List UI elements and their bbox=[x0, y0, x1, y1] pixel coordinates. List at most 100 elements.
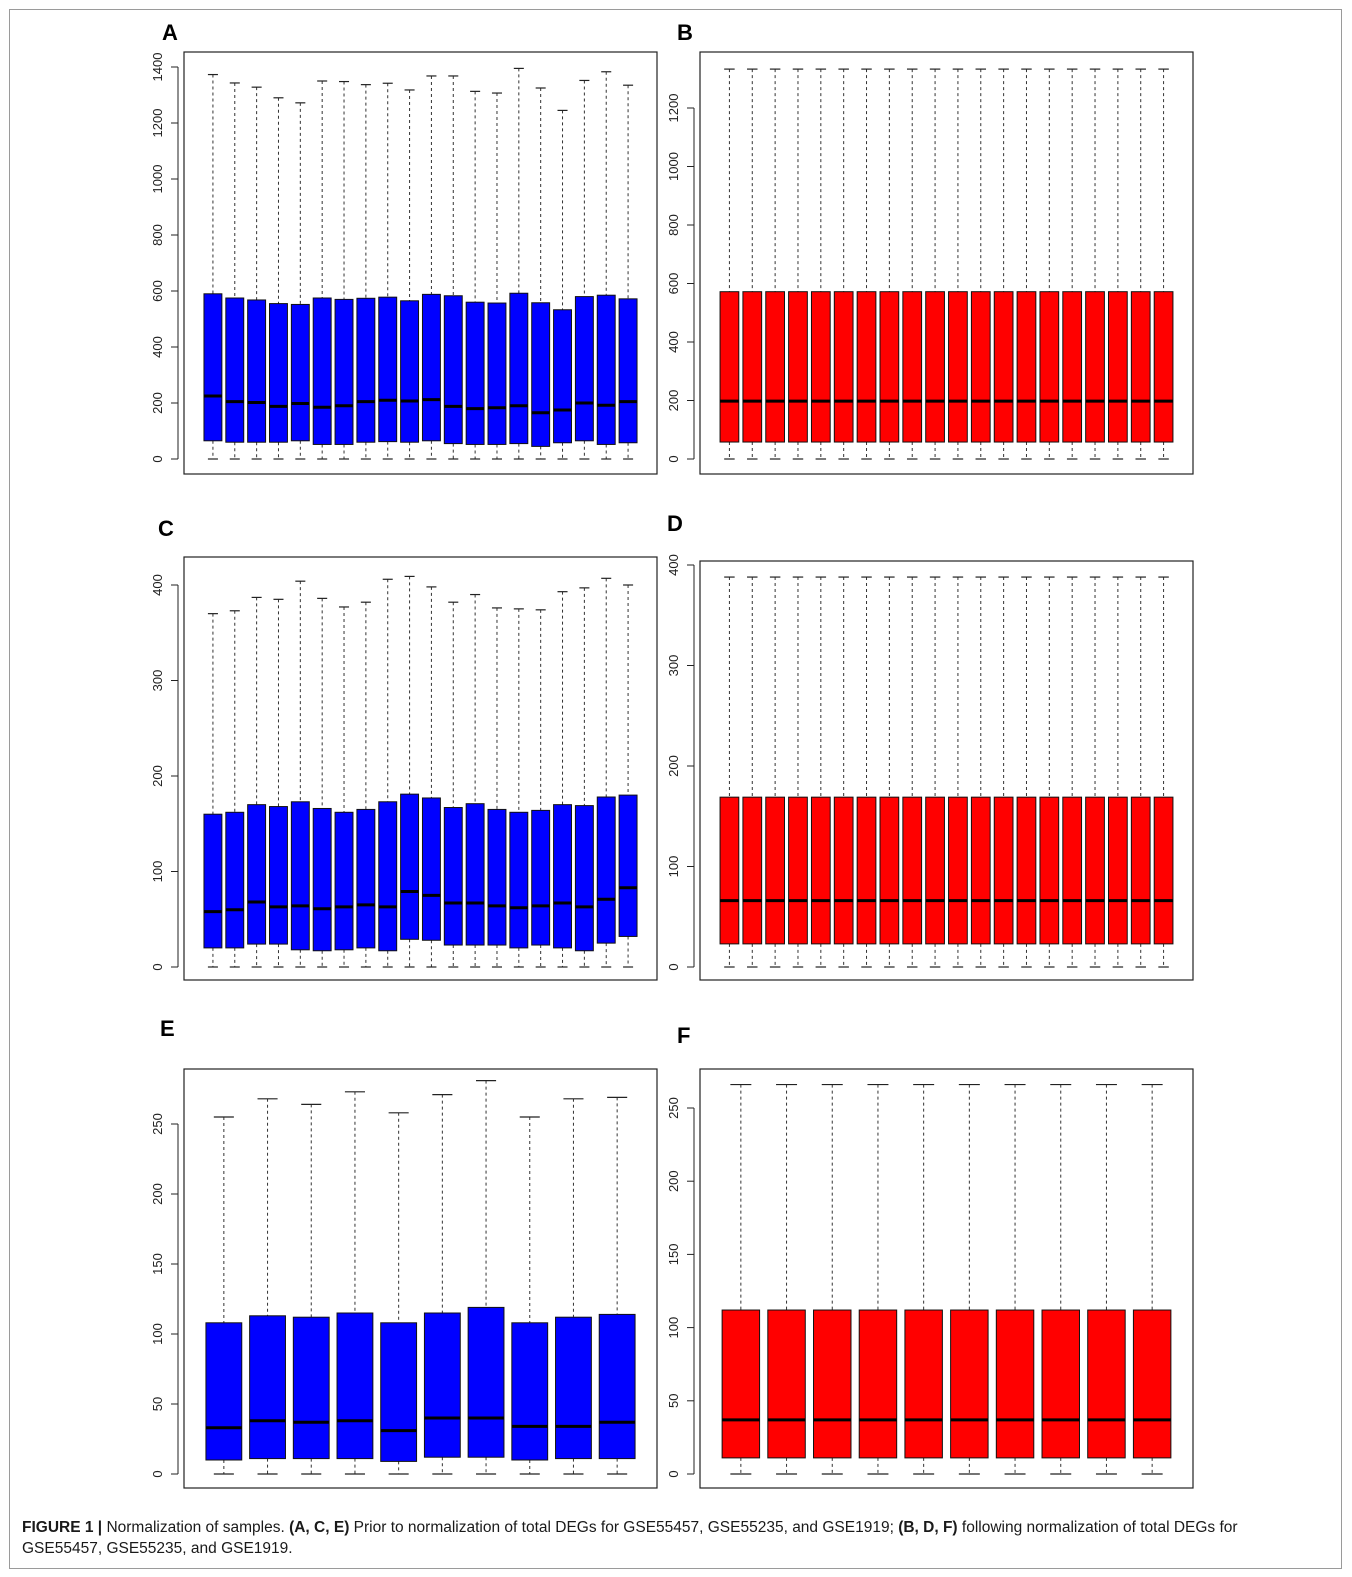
y-tick-label-c: 400 bbox=[150, 574, 165, 596]
box-a-10 bbox=[400, 300, 420, 443]
y-tick-label-f: 0 bbox=[666, 1470, 681, 1477]
box-e-3 bbox=[292, 1316, 330, 1460]
panel-frame-d bbox=[699, 560, 1194, 981]
box-f-3 bbox=[813, 1309, 852, 1459]
box-b-19 bbox=[1130, 291, 1151, 443]
y-tick-label-a: 400 bbox=[150, 336, 165, 358]
figure-caption: FIGURE 1 | Normalization of samples. (A,… bbox=[22, 1517, 1322, 1559]
box-a-17 bbox=[553, 309, 572, 444]
box-a-19 bbox=[596, 294, 616, 445]
y-tick-label-a: 0 bbox=[150, 455, 165, 462]
box-b-1 bbox=[719, 291, 740, 443]
box-e-9 bbox=[555, 1316, 592, 1460]
y-tick-label-e: 200 bbox=[150, 1183, 165, 1205]
panel-frame-f bbox=[699, 1068, 1194, 1489]
box-e-8 bbox=[511, 1322, 549, 1461]
box-a-6 bbox=[312, 297, 332, 445]
y-tick-label-d: 200 bbox=[666, 755, 681, 777]
box-a-13 bbox=[465, 301, 485, 445]
figure-boxplots: 0200400600800100012001400020040060080010… bbox=[150, 51, 1194, 1489]
box-b-18 bbox=[1108, 291, 1128, 443]
y-tick-label-b: 400 bbox=[666, 331, 681, 353]
box-d-7 bbox=[856, 796, 877, 945]
box-d-18 bbox=[1108, 796, 1128, 945]
box-c-2 bbox=[225, 811, 245, 949]
box-d-14 bbox=[1016, 796, 1037, 945]
box-a-9 bbox=[378, 296, 398, 443]
box-c-9 bbox=[378, 801, 398, 952]
box-c-4 bbox=[269, 806, 288, 945]
box-c-1 bbox=[203, 813, 223, 949]
box-f-5 bbox=[904, 1309, 943, 1459]
box-d-17 bbox=[1085, 796, 1105, 945]
box-d-12 bbox=[970, 796, 991, 945]
y-tick-label-a: 1000 bbox=[150, 165, 165, 194]
box-b-16 bbox=[1062, 291, 1083, 443]
box-b-10 bbox=[925, 291, 945, 443]
box-a-4 bbox=[269, 303, 288, 443]
box-c-18 bbox=[574, 805, 594, 952]
panel-label-f: F bbox=[677, 1023, 691, 1048]
box-e-2 bbox=[249, 1315, 286, 1460]
panel-label-d: D bbox=[667, 511, 683, 536]
y-tick-label-e: 50 bbox=[150, 1397, 165, 1411]
y-tick-label-b: 600 bbox=[666, 273, 681, 295]
y-tick-label-c: 300 bbox=[150, 670, 165, 692]
box-f-4 bbox=[858, 1309, 898, 1459]
box-a-14 bbox=[487, 302, 507, 445]
box-f-2 bbox=[767, 1309, 806, 1459]
box-f-9 bbox=[1087, 1309, 1126, 1459]
box-e-10 bbox=[598, 1313, 636, 1460]
box-d-8 bbox=[879, 796, 900, 945]
box-c-11 bbox=[421, 797, 441, 941]
box-b-17 bbox=[1085, 291, 1105, 443]
box-b-3 bbox=[765, 291, 785, 443]
box-d-11 bbox=[948, 796, 968, 945]
y-tick-label-e: 150 bbox=[150, 1253, 165, 1275]
y-tick-label-f: 50 bbox=[666, 1394, 681, 1408]
box-c-14 bbox=[487, 808, 507, 946]
box-e-4 bbox=[336, 1312, 374, 1460]
box-c-15 bbox=[509, 811, 529, 949]
box-c-7 bbox=[334, 811, 354, 951]
y-tick-label-e: 0 bbox=[150, 1470, 165, 1477]
caption-text2: following normalization of total DEGs fo… bbox=[22, 1519, 1238, 1557]
box-a-11 bbox=[421, 293, 441, 442]
y-tick-label-b: 1200 bbox=[666, 94, 681, 123]
box-b-20 bbox=[1153, 291, 1174, 443]
box-b-7 bbox=[856, 291, 877, 443]
box-f-7 bbox=[995, 1309, 1035, 1459]
box-f-6 bbox=[950, 1309, 989, 1459]
y-tick-label-d: 100 bbox=[666, 856, 681, 878]
y-tick-label-f: 250 bbox=[666, 1097, 681, 1119]
y-tick-label-b: 200 bbox=[666, 390, 681, 412]
box-a-18 bbox=[574, 296, 594, 442]
box-a-16 bbox=[531, 302, 551, 447]
panel-frame-a bbox=[183, 51, 658, 475]
y-tick-label-d: 400 bbox=[666, 554, 681, 576]
box-a-3 bbox=[247, 299, 267, 443]
box-a-5 bbox=[290, 303, 310, 442]
figure-frame bbox=[9, 9, 1342, 1569]
panel-frame-b bbox=[699, 51, 1194, 475]
box-d-20 bbox=[1153, 796, 1174, 945]
box-e-7 bbox=[467, 1306, 505, 1458]
box-b-14 bbox=[1016, 291, 1037, 443]
y-tick-label-a: 1200 bbox=[150, 109, 165, 138]
box-a-15 bbox=[509, 292, 529, 445]
box-d-3 bbox=[765, 796, 785, 945]
y-tick-label-e: 250 bbox=[150, 1113, 165, 1135]
box-d-15 bbox=[1039, 796, 1060, 945]
box-e-1 bbox=[205, 1322, 243, 1461]
y-tick-label-b: 800 bbox=[666, 214, 681, 236]
box-b-12 bbox=[970, 291, 991, 443]
box-d-5 bbox=[810, 796, 831, 945]
box-a-12 bbox=[443, 295, 463, 445]
box-b-13 bbox=[993, 291, 1014, 443]
box-c-20 bbox=[618, 794, 638, 937]
y-tick-label-a: 800 bbox=[150, 224, 165, 246]
box-a-20 bbox=[618, 298, 638, 444]
box-c-12 bbox=[443, 807, 463, 946]
y-tick-label-c: 100 bbox=[150, 861, 165, 883]
panel-label-e: E bbox=[160, 1016, 175, 1041]
